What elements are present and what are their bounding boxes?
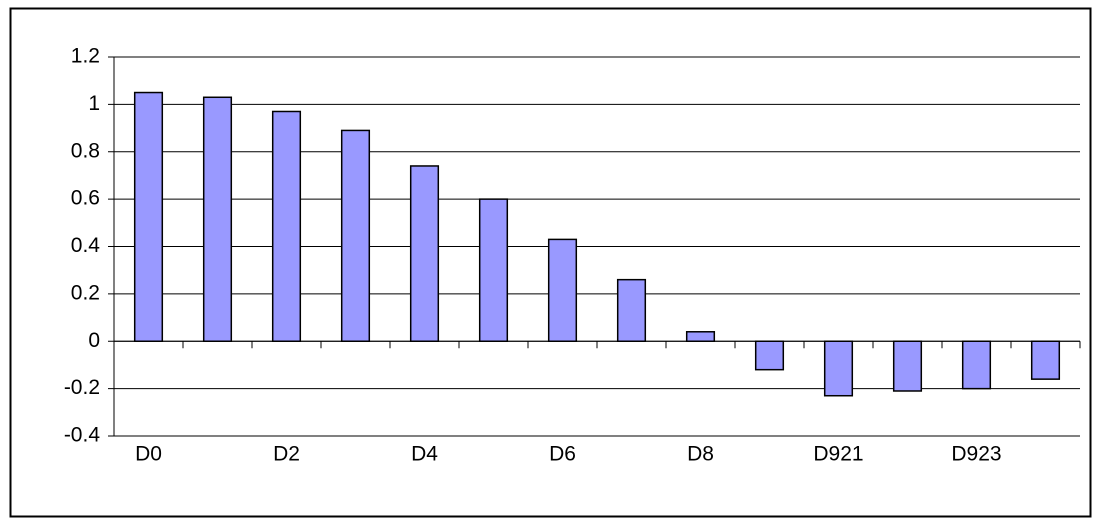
bar (754, 340, 785, 371)
bar (409, 165, 440, 342)
y-tick-label: 1 (88, 92, 100, 115)
bar (271, 110, 302, 342)
bar (547, 238, 578, 342)
y-tick-label: 0.6 (71, 187, 100, 210)
bar (1030, 340, 1061, 380)
x-tick-label: D921 (813, 443, 863, 466)
y-tick-label: 1.2 (71, 45, 100, 68)
y-tick-label: -0.4 (64, 424, 101, 447)
x-tick-label: D6 (549, 443, 576, 466)
x-tick-label: D4 (411, 443, 438, 466)
y-tick-label: 0.4 (71, 234, 101, 257)
bar (685, 331, 716, 342)
x-tick-label: D2 (273, 443, 300, 466)
bar (961, 340, 992, 390)
x-tick-label: D8 (687, 443, 714, 466)
y-tick-label: 0.8 (71, 139, 100, 162)
y-tick-label: 0 (88, 329, 100, 352)
y-tick-label: 0.2 (71, 281, 100, 304)
bar (616, 278, 647, 343)
bar (340, 129, 371, 342)
bar (823, 340, 854, 397)
bar (133, 91, 164, 342)
x-tick-label: D923 (951, 443, 1001, 466)
x-tick-label: D0 (135, 443, 162, 466)
bar (892, 340, 923, 392)
bar (202, 96, 233, 342)
y-tick-label: -0.2 (64, 376, 100, 399)
bar (478, 198, 509, 342)
